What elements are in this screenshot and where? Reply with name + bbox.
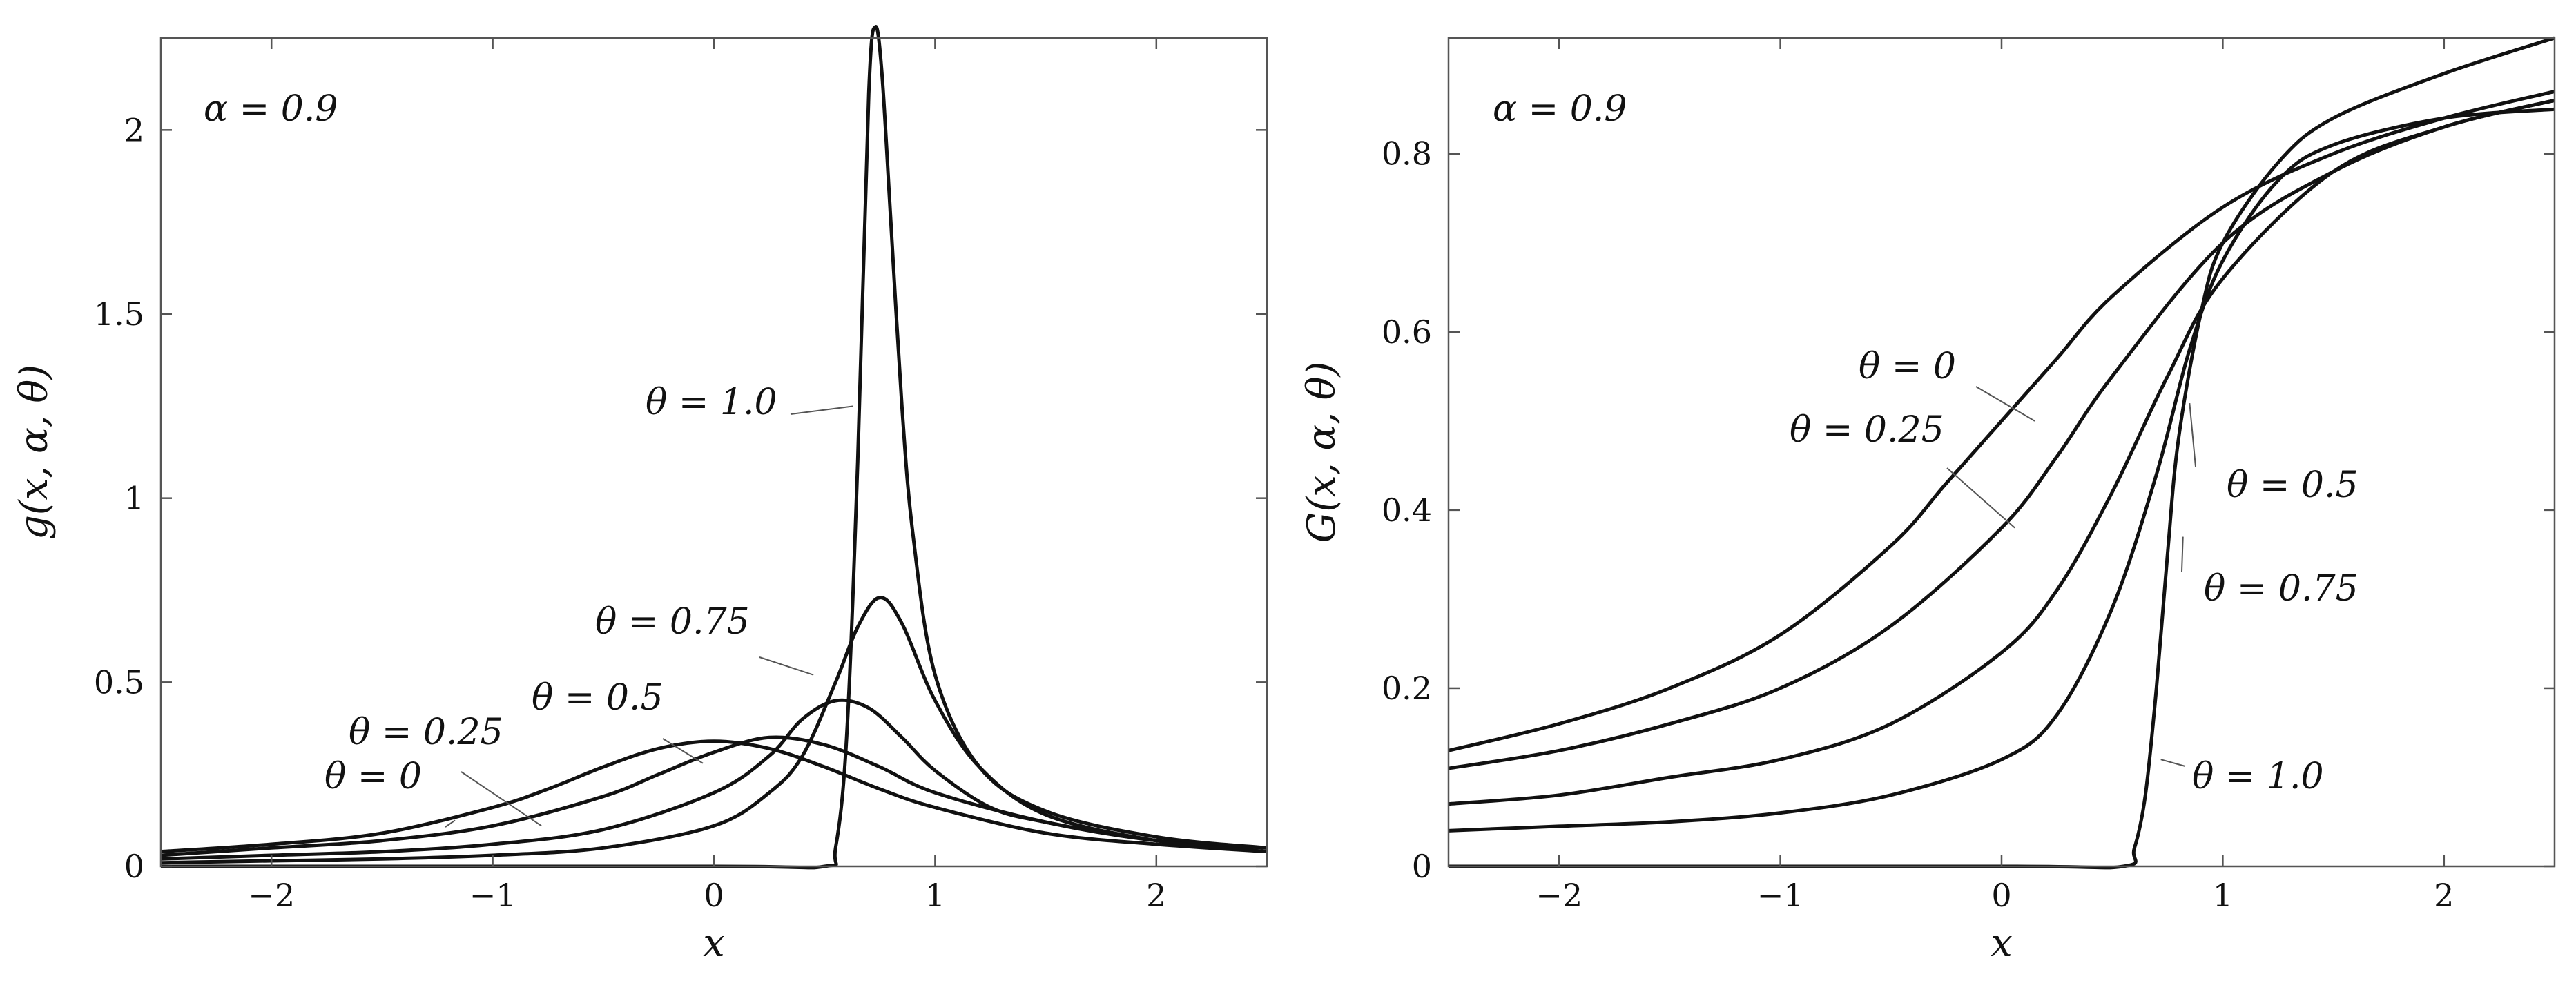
density-curve-theta-0-5 <box>160 698 1268 861</box>
density-y-tick-label: 1.5 <box>94 295 144 333</box>
cdf-x-axis-label: x <box>1991 921 2013 966</box>
density-leader-theta-0-25 <box>461 771 542 827</box>
density-annotation-leaders <box>445 405 853 828</box>
cdf-y-axis-label: G(x, α, θ) <box>1299 362 1344 543</box>
cdf-x-tick-label: 2 <box>2434 877 2454 914</box>
density-x-tick-label: 1 <box>925 877 945 914</box>
cdf-curve-theta-0 <box>1448 89 2555 752</box>
cdf-label-theta-0-75: θ = 0.75 <box>2204 568 2359 610</box>
density-leader-theta-0-5 <box>662 738 704 764</box>
cdf-leader-theta-0-25 <box>1946 467 2015 529</box>
cdf-label-theta-0-5: θ = 0.5 <box>2227 465 2359 506</box>
cdf-curve-theta-0-5 <box>1448 98 2555 806</box>
density-curve-theta-0 <box>160 739 1268 854</box>
cdf-axis-ticks: −2 −1 0 1 2 0 0.2 0.4 0.6 0.8 <box>1382 38 2555 914</box>
density-label-theta-1-0: θ = 1.0 <box>646 382 777 423</box>
cdf-y-tick-label: 0 <box>1412 848 1432 885</box>
density-label-theta-0: θ = 0 <box>325 756 422 797</box>
cdf-x-tick-label: 0 <box>1991 877 2011 914</box>
density-y-tick-label: 2 <box>124 111 144 148</box>
density-plot-panel: −2 −1 0 1 2 0 0.5 1 1.5 2 x g(x, α, θ) α = 0.9 θ … <box>12 25 1268 966</box>
cdf-series-labels: θ = 0 θ = 0.25 θ = 0.5 θ = 0.75 θ = 1.0 <box>1790 346 2359 797</box>
density-axis-ticks: −2 −1 0 1 2 0 0.5 1 1.5 2 <box>94 38 1267 914</box>
cdf-label-theta-1-0: θ = 1.0 <box>2192 756 2324 797</box>
cdf-label-theta-0: θ = 0 <box>1859 346 1956 387</box>
density-alpha-annotation: α = 0.9 <box>204 88 338 130</box>
cdf-y-tick-label: 0.2 <box>1382 670 1432 707</box>
density-x-axis-label: x <box>703 921 725 966</box>
cdf-leader-theta-0 <box>1975 386 2035 422</box>
density-y-tick-label: 1 <box>124 480 144 517</box>
cdf-curve-theta-0-25 <box>1448 98 2555 770</box>
density-x-tick-label: −1 <box>469 877 516 914</box>
density-y-tick-label: 0 <box>124 848 144 885</box>
cdf-label-theta-0-25: θ = 0.25 <box>1790 409 1944 451</box>
cdf-curve-theta-0-75 <box>1448 107 2555 833</box>
cdf-annotation-leaders <box>1946 386 2196 767</box>
density-curves <box>160 25 1268 870</box>
density-series-labels: θ = 0θ = 0.25 θ = 0.5 θ = 0.75 θ = 1.0 <box>325 382 777 797</box>
cdf-plot-panel: −2 −1 0 1 2 0 0.2 0.4 0.6 0.8 x G(x, α, θ) α = 0.… <box>1299 36 2556 966</box>
density-leader-theta-0 <box>445 819 456 828</box>
cdf-leader-theta-1-0 <box>2160 759 2186 767</box>
density-leader-theta-0-75 <box>759 656 814 676</box>
cdf-x-tick-label: −2 <box>1536 877 1582 914</box>
density-x-tick-label: 0 <box>704 877 724 914</box>
density-x-tick-label: 2 <box>1146 877 1166 914</box>
density-label-theta-0-5: θ = 0.5 <box>532 677 664 719</box>
cdf-y-tick-label: 0.8 <box>1382 135 1432 173</box>
density-y-tick-label: 0.5 <box>94 663 144 701</box>
density-label-theta-0-75: θ = 0.75 <box>595 601 750 643</box>
density-x-tick-label: −2 <box>248 877 295 914</box>
cdf-plot-frame <box>1447 37 2556 868</box>
density-label-theta-0-25: θ = 0.25 <box>349 712 503 753</box>
cdf-y-tick-label: 0.6 <box>1382 313 1432 351</box>
density-leader-theta-1-0 <box>790 405 853 415</box>
cdf-leader-theta-0-5 <box>2189 402 2196 467</box>
cdf-alpha-annotation: α = 0.9 <box>1493 88 1627 130</box>
density-y-axis-label: g(x, α, θ) <box>12 364 57 540</box>
cdf-curves <box>1448 36 2555 870</box>
cdf-leader-theta-0-75 <box>2181 536 2184 572</box>
cdf-curve-theta-1-0 <box>1448 36 2555 870</box>
cdf-y-tick-label: 0.4 <box>1382 491 1432 529</box>
cdf-x-tick-label: 1 <box>2213 877 2233 914</box>
cdf-x-tick-label: −1 <box>1757 877 1804 914</box>
